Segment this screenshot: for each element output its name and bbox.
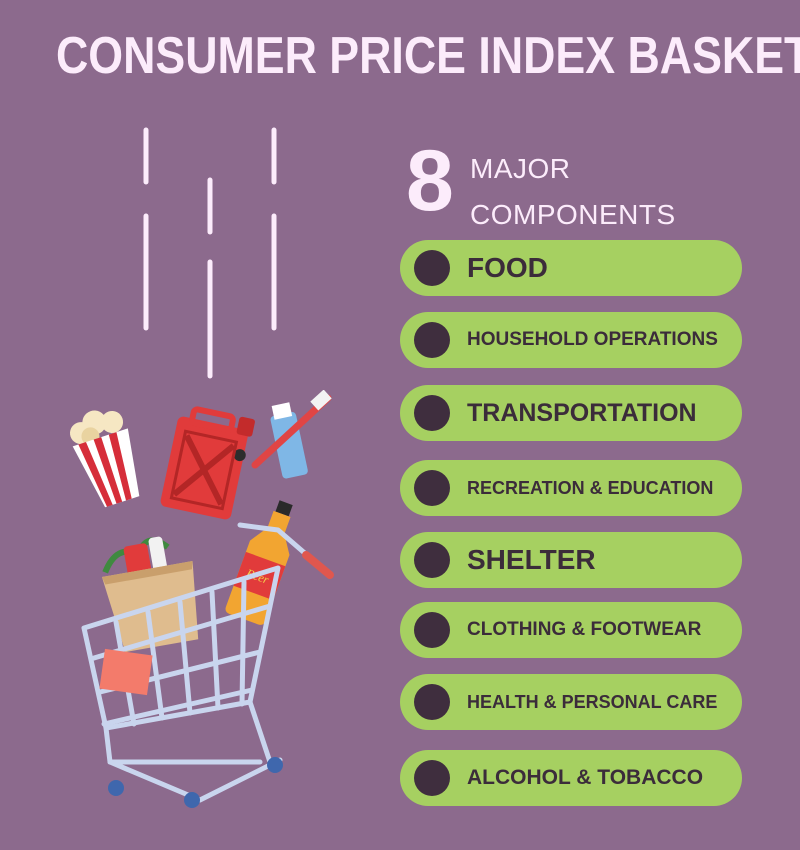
bullet-dot xyxy=(414,542,450,578)
component-label: RECREATION & EDUCATION xyxy=(467,478,714,498)
component-count: 8 xyxy=(406,133,454,229)
bullet-dot xyxy=(414,760,450,796)
toothbrush-icon xyxy=(251,390,332,469)
component-label: FOOD xyxy=(467,252,548,283)
gas-can-icon xyxy=(160,406,255,520)
page-title: CONSUMER PRICE INDEX BASKET xyxy=(56,27,800,85)
component-pill-food: FOOD xyxy=(400,240,742,296)
component-pill-recreation-education: RECREATION & EDUCATION xyxy=(400,460,742,516)
component-pill-shelter: SHELTER xyxy=(400,532,742,588)
shopping-illustration: Beer xyxy=(69,390,334,808)
component-pill-alcohol-tobacco: ALCOHOL & TOBACCO xyxy=(400,750,742,806)
shopping-cart-icon xyxy=(81,522,334,808)
motion-lines xyxy=(143,127,277,379)
bullet-dot xyxy=(414,322,450,358)
component-label: ALCOHOL & TOBACCO xyxy=(467,766,704,789)
bullet-dot xyxy=(414,395,450,431)
component-count-label: MAJOR COMPONENTS xyxy=(470,146,676,238)
bullet-dot xyxy=(414,612,450,648)
component-label: HOUSEHOLD OPERATIONS xyxy=(467,329,718,350)
component-label: HEALTH & PERSONAL CARE xyxy=(467,692,718,712)
component-label: CLOTHING & FOOTWEAR xyxy=(467,619,702,640)
component-label: TRANSPORTATION xyxy=(467,399,697,427)
component-pill-health-personal-care: HEALTH & PERSONAL CARE xyxy=(400,674,742,730)
bullet-dot xyxy=(414,684,450,720)
component-pill-transportation: TRANSPORTATION xyxy=(400,385,742,441)
bullet-dot xyxy=(414,250,450,286)
toothpaste-icon xyxy=(270,402,308,479)
popcorn-icon xyxy=(69,410,140,508)
component-pill-household-operations: HOUSEHOLD OPERATIONS xyxy=(400,312,742,368)
bullet-dot xyxy=(414,470,450,506)
component-pill-clothing-footwear: CLOTHING & FOOTWEAR xyxy=(400,602,742,658)
count-label-line1: MAJOR xyxy=(470,153,571,184)
component-label: SHELTER xyxy=(467,544,596,575)
count-label-line2: COMPONENTS xyxy=(470,199,676,230)
